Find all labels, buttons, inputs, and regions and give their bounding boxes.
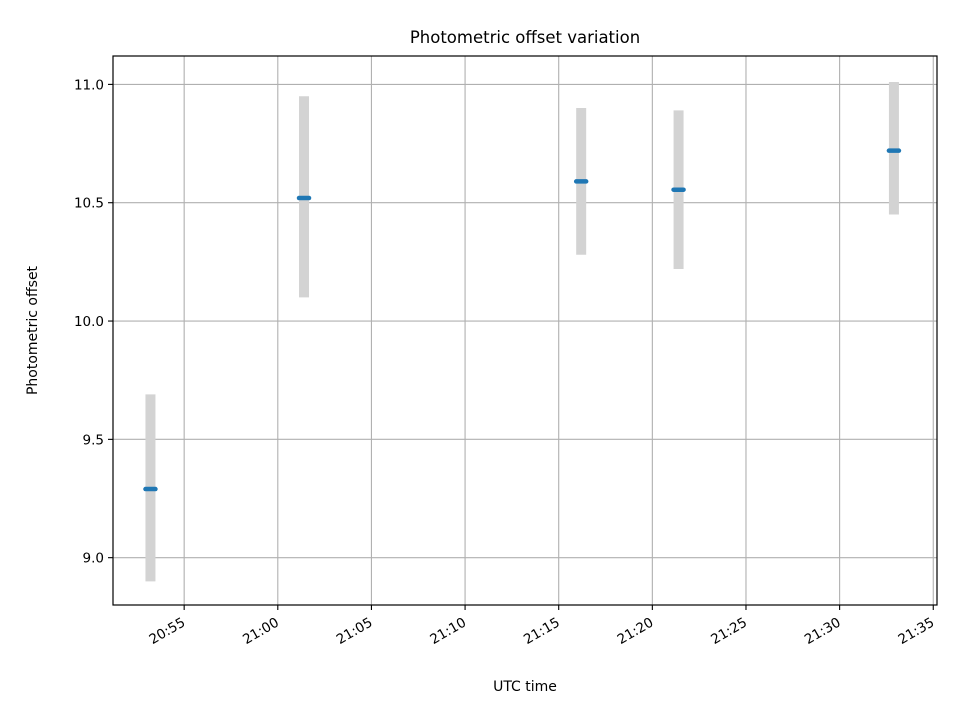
data-points xyxy=(143,148,902,492)
x-tick-label: 21:05 xyxy=(334,615,376,648)
x-tick-label: 21:25 xyxy=(708,615,750,648)
x-tick-label: 20:55 xyxy=(146,615,188,648)
plot-frame xyxy=(112,55,938,606)
x-tick-label: 21:15 xyxy=(521,615,563,648)
axis-ticks: 20:55 21:00 21:05 21:10 21:15 21:20 21:25 21:30… xyxy=(74,77,937,648)
y-tick-label: 10.5 xyxy=(74,196,104,212)
y-tick-label: 9.5 xyxy=(83,432,104,448)
x-tick-label: 21:30 xyxy=(802,615,844,648)
x-axis-label: UTC time xyxy=(493,679,557,695)
y-tick-label: 10.0 xyxy=(74,314,104,330)
grid xyxy=(113,56,937,605)
y-tick-label: 11.0 xyxy=(74,77,104,93)
x-tick-label: 21:35 xyxy=(896,615,938,648)
x-tick-label: 21:20 xyxy=(615,615,657,648)
chart-title: Photometric offset variation xyxy=(410,28,640,47)
x-tick-label: 21:10 xyxy=(427,615,469,648)
error-bars xyxy=(145,82,899,582)
y-axis-label: Photometric offset xyxy=(25,265,41,395)
x-tick-label: 21:00 xyxy=(240,615,282,648)
y-tick-label: 9.0 xyxy=(83,551,104,567)
